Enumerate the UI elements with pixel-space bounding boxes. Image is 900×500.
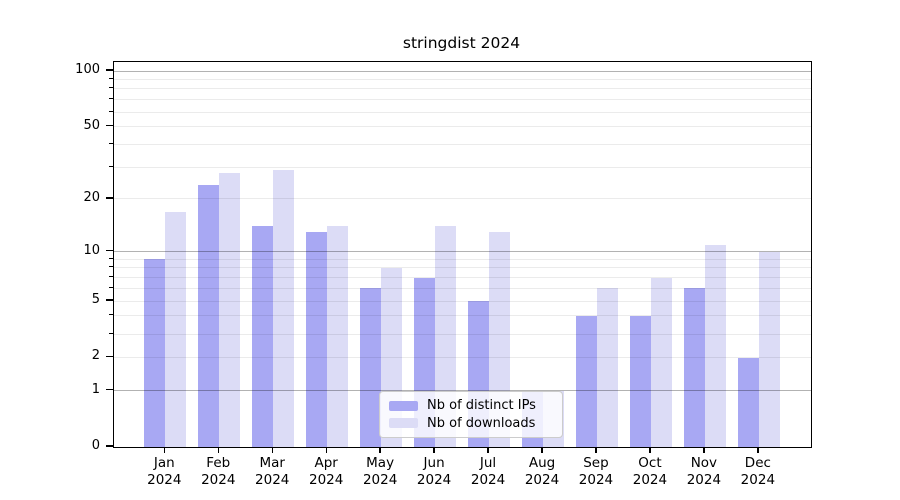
x-tick-feb — [217, 447, 219, 454]
gridline-100 — [114, 70, 811, 72]
bar-ips-sep — [575, 315, 597, 447]
x-tick-label-jan: Jan 2024 — [147, 455, 182, 488]
y-minortick-40 — [109, 142, 113, 144]
gridline-5 — [114, 300, 811, 302]
x-tick-aug — [541, 447, 543, 454]
bar-downloads-apr — [327, 226, 349, 447]
x-tick-jan — [163, 447, 165, 454]
y-tick-label-50: 50 — [83, 117, 100, 133]
x-tick-label-nov: Nov 2024 — [686, 455, 722, 488]
y-tick-label-1: 1 — [91, 381, 100, 397]
gridline-20 — [114, 198, 811, 200]
x-tick-may — [379, 447, 381, 454]
y-tick-5 — [106, 299, 113, 301]
bar-ips-apr — [306, 232, 328, 447]
y-minortick-30 — [109, 165, 113, 167]
y-tick-50 — [106, 125, 113, 127]
gridline-90 — [114, 78, 811, 80]
y-minortick-60 — [109, 110, 113, 112]
gridline-70 — [114, 99, 811, 101]
legend-swatch-downloads — [389, 418, 418, 429]
bar-downloads-sep — [596, 288, 618, 447]
x-tick-label-apr: Apr 2024 — [308, 455, 344, 488]
gridline-10 — [114, 251, 811, 253]
bar-downloads-feb — [219, 172, 241, 447]
x-tick-jun — [433, 447, 435, 454]
gridline-9 — [114, 258, 811, 260]
gridline-8 — [114, 267, 811, 269]
y-tick-label-10: 10 — [83, 242, 100, 258]
gridline-40 — [114, 143, 811, 145]
x-tick-label-jul: Jul 2024 — [470, 455, 506, 488]
y-tick-label-5: 5 — [91, 292, 100, 308]
legend-label-distinct-ips: Nb of distinct IPs — [427, 398, 536, 414]
legend: Nb of distinct IPs Nb of downloads — [379, 391, 563, 438]
chart-title: stringdist 2024 — [402, 34, 521, 52]
y-minortick-70 — [109, 98, 113, 100]
y-minortick-9 — [109, 257, 113, 259]
y-tick-label-20: 20 — [83, 189, 100, 205]
y-tick-label-2: 2 — [91, 348, 100, 364]
gridline-7 — [114, 277, 811, 279]
gridline-1 — [114, 390, 811, 392]
bar-ips-may — [360, 288, 382, 447]
y-tick-10 — [106, 249, 113, 252]
y-tick-0 — [106, 445, 113, 447]
gridline-30 — [114, 166, 811, 168]
gridline-60 — [114, 111, 811, 113]
plot-area: Nb of distinct IPs Nb of downloads — [113, 61, 812, 448]
y-minortick-90 — [109, 77, 113, 79]
x-tick-label-aug: Aug 2024 — [524, 455, 560, 488]
legend-swatch-distinct-ips — [389, 400, 418, 411]
x-tick-label-dec: Dec 2024 — [740, 455, 776, 488]
grid-layer — [114, 62, 811, 447]
gridline-4 — [114, 315, 811, 317]
gridline-80 — [114, 88, 811, 90]
bar-ips-dec — [737, 357, 759, 447]
y-minortick-4 — [109, 314, 113, 316]
gridline-3 — [114, 333, 811, 335]
legend-label-downloads: Nb of downloads — [427, 415, 536, 431]
gridline-2 — [114, 356, 811, 358]
y-tick-20 — [106, 197, 113, 199]
x-tick-label-sep: Sep 2024 — [578, 455, 614, 488]
legend-row-distinct-ips: Nb of distinct IPs — [389, 397, 553, 415]
x-tick-nov — [703, 447, 705, 454]
x-tick-mar — [271, 447, 273, 454]
bar-ips-jan — [144, 259, 166, 447]
x-tick-dec — [757, 447, 759, 454]
bar-downloads-jan — [165, 211, 187, 447]
y-minortick-3 — [109, 332, 113, 334]
x-tick-oct — [649, 447, 651, 454]
y-minortick-8 — [109, 266, 113, 268]
x-tick-jul — [487, 447, 489, 454]
y-tick-1 — [106, 388, 113, 391]
bar-downloads-mar — [273, 169, 295, 447]
y-minortick-6 — [109, 286, 113, 288]
x-tick-label-mar: Mar 2024 — [255, 455, 290, 488]
y-tick-label-0: 0 — [91, 438, 100, 453]
x-tick-label-may: May 2024 — [362, 455, 398, 488]
legend-row-downloads: Nb of downloads — [389, 415, 553, 433]
bar-downloads-nov — [704, 244, 726, 447]
gridline-6 — [114, 287, 811, 289]
x-tick-sep — [595, 447, 597, 454]
x-tick-label-jun: Jun 2024 — [416, 455, 452, 488]
y-minortick-80 — [109, 87, 113, 89]
gridline-50 — [114, 126, 811, 128]
y-minortick-7 — [109, 276, 113, 278]
bar-ips-nov — [683, 288, 705, 447]
x-tick-apr — [325, 447, 327, 454]
bar-downloads-dec — [758, 251, 780, 447]
x-tick-label-feb: Feb 2024 — [201, 455, 236, 488]
x-tick-label-oct: Oct 2024 — [632, 455, 668, 488]
y-tick-label-100: 100 — [75, 62, 100, 77]
y-tick-100 — [106, 69, 113, 71]
bar-downloads-oct — [650, 277, 672, 447]
bar-ips-mar — [252, 226, 274, 447]
bar-ips-oct — [629, 315, 651, 447]
bar-ips-feb — [198, 184, 220, 447]
y-tick-2 — [106, 355, 113, 358]
